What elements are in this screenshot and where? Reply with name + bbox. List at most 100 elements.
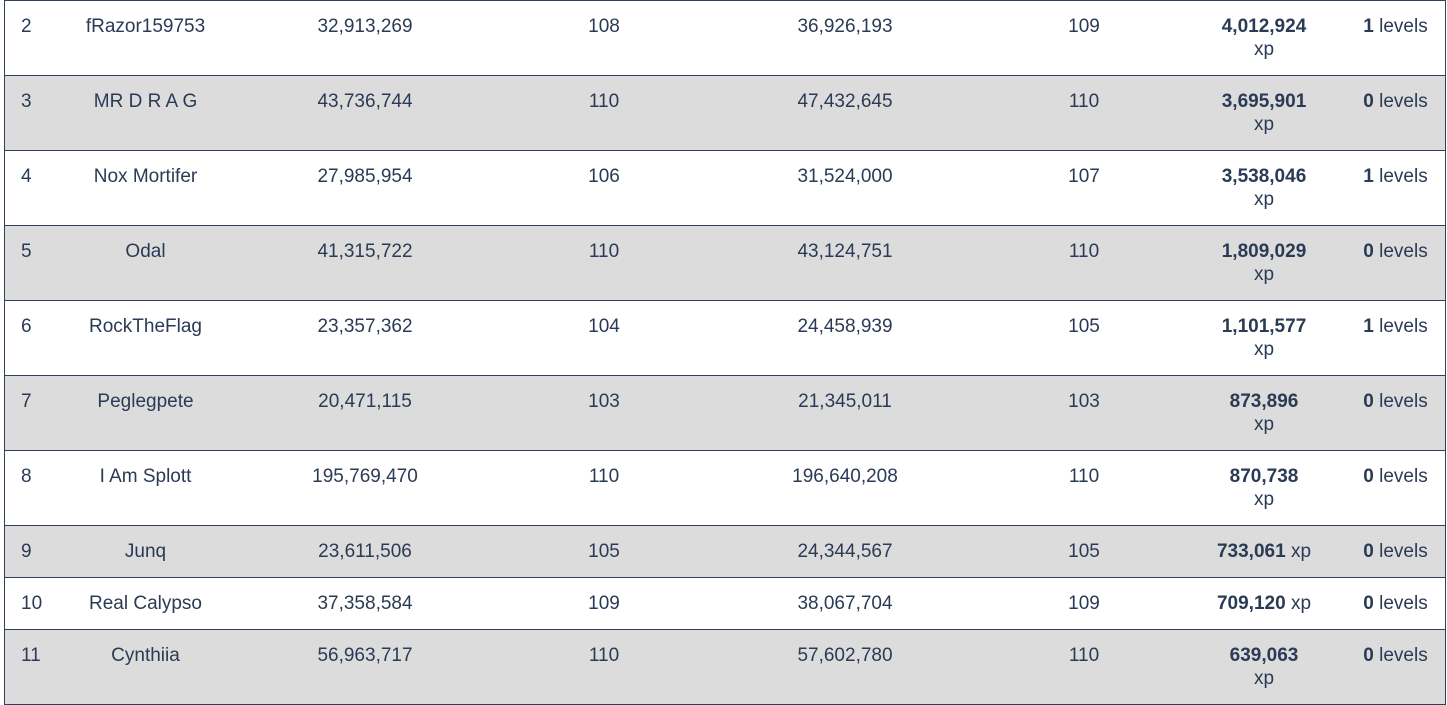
xp-start-cell: 43,736,744 [317,91,413,112]
level-end-cell: 110 [1068,645,1100,666]
xp-end-cell: 38,067,704 [797,593,893,614]
xp-gain-cell: 1,101,577 xp [1182,301,1346,376]
level-gain-unit: levels [1379,466,1428,487]
level-gain-value: 1 [1363,16,1374,37]
level-gain-value: 0 [1363,241,1374,262]
xp-end-cell: 24,458,939 [797,316,893,337]
level-end-cell: 109 [1068,593,1100,614]
xp-start-cell: 37,358,584 [317,593,413,614]
level-gain-cell: 1 levels [1346,151,1445,226]
level-gain-cell: 0 levels [1346,376,1445,451]
level-gain-cell: 0 levels [1346,451,1445,526]
level-gain-cell: 0 levels [1346,76,1445,151]
level-gain-unit: levels [1379,391,1428,412]
player-name-cell: Nox Mortifer [93,166,198,187]
table-row: 6 RockTheFlag 23,357,362 104 24,458,939 105 1,… [5,300,1445,376]
level-gain-cell: 0 levels [1346,526,1445,578]
xp-gain-cell: 3,695,901 xp [1182,76,1346,151]
level-end-cell: 103 [1068,391,1100,412]
xp-gain-unit: xp [1290,541,1312,562]
leaderboard-rows: 2 fRazor159753 32,913,269 108 36,926,193 109 4… [5,0,1445,705]
level-end-cell: 110 [1068,91,1100,112]
level-gain-value: 1 [1363,316,1374,337]
player-name-cell: MR D R A G [93,91,198,112]
level-end-cell: 105 [1068,541,1100,562]
xp-gain-cell: 1,809,029 xp [1182,226,1346,301]
xp-end-cell: 24,344,567 [797,541,893,562]
rank-cell: 4 [21,166,32,187]
level-start-cell: 105 [588,541,620,562]
level-gain-cell: 1 levels [1346,301,1445,376]
xp-gain-value: 1,809,029 [1221,241,1307,262]
level-gain-value: 0 [1363,91,1374,112]
table-row: 7 Peglegpete 20,471,115 103 21,345,011 103 873… [5,375,1445,451]
level-gain-cell: 0 levels [1346,630,1445,705]
xp-gain-value: 1,101,577 [1221,316,1307,337]
xp-gain-value: 709,120 [1216,593,1286,614]
xp-start-cell: 56,963,717 [317,645,413,666]
rank-cell: 11 [21,645,41,666]
xp-end-cell: 31,524,000 [797,166,893,187]
table-row: 11 Cynthiia 56,963,717 110 57,602,780 110 639,… [5,629,1445,705]
xp-end-cell: 21,345,011 [798,391,892,412]
table-row: 9 Junq 23,611,506 105 24,344,567 105 733,061 x… [5,525,1445,578]
level-start-cell: 110 [588,466,620,487]
xp-gain-unit: xp [1253,414,1275,435]
leaderboard-table: 2 fRazor159753 32,913,269 108 36,926,193 109 4… [5,0,1445,705]
player-name-cell: RockTheFlag [89,316,202,337]
player-name-cell: Peglegpete [97,391,194,412]
xp-gain-cell: 733,061 xp [1182,526,1346,578]
level-gain-value: 0 [1363,645,1374,666]
level-start-cell: 104 [588,316,620,337]
xp-gain-value: 639,063 [1229,645,1299,666]
xp-end-cell: 47,432,645 [797,91,893,112]
xp-start-cell: 20,471,115 [318,391,412,412]
rank-cell: 7 [21,391,32,412]
level-end-cell: 110 [1068,241,1100,262]
level-gain-unit: levels [1379,166,1428,187]
player-name-cell: Cynthiia [111,645,180,666]
level-end-cell: 105 [1068,316,1100,337]
level-gain-unit: levels [1379,16,1428,37]
xp-gain-cell: 709,120 xp [1182,578,1346,630]
table-row: 3 MR D R A G 43,736,744 110 47,432,645 110 3,6… [5,75,1445,151]
player-name-cell: I Am Splott [99,466,192,487]
xp-start-cell: 41,315,722 [317,241,413,262]
xp-start-cell: 23,611,506 [318,541,412,562]
level-gain-unit: levels [1379,241,1428,262]
level-start-cell: 106 [588,166,620,187]
rank-cell: 2 [21,16,32,37]
level-gain-value: 1 [1363,166,1374,187]
level-gain-unit: levels [1379,645,1428,666]
level-gain-value: 0 [1363,391,1374,412]
xp-gain-unit: xp [1253,39,1275,60]
table-row: 4 Nox Mortifer 27,985,954 106 31,524,000 107 3… [5,150,1445,226]
xp-gain-value: 3,538,046 [1221,166,1307,187]
level-gain-value: 0 [1363,541,1374,562]
player-name-cell: Junq [124,541,167,562]
xp-start-cell: 23,357,362 [317,316,413,337]
table-row: 5 Odal 41,315,722 110 43,124,751 110 1,809,029… [5,225,1445,301]
table-row: 2 fRazor159753 32,913,269 108 36,926,193 109 4… [5,0,1445,76]
xp-start-cell: 195,769,470 [312,466,418,487]
level-end-cell: 107 [1068,166,1100,187]
level-gain-unit: levels [1379,91,1428,112]
xp-end-cell: 196,640,208 [792,466,898,487]
level-gain-cell: 1 levels [1346,1,1445,76]
xp-gain-value: 870,738 [1229,466,1299,487]
xp-gain-unit: xp [1290,593,1312,614]
level-start-cell: 109 [588,593,620,614]
rank-cell: 8 [21,466,32,487]
leaderboard-table-container: 2 fRazor159753 32,913,269 108 36,926,193 109 4… [4,0,1446,705]
xp-gain-value: 4,012,924 [1221,16,1307,37]
level-start-cell: 110 [588,91,620,112]
level-start-cell: 103 [588,391,620,412]
xp-gain-unit: xp [1253,668,1275,689]
table-row: 8 I Am Splott 195,769,470 110 196,640,208 110… [5,450,1445,526]
table-row: 10 Real Calypso 37,358,584 109 38,067,704 109… [5,577,1445,630]
level-gain-value: 0 [1363,593,1374,614]
xp-gain-value: 733,061 [1216,541,1286,562]
xp-gain-unit: xp [1253,264,1275,285]
xp-gain-unit: xp [1253,114,1275,135]
xp-gain-cell: 873,896 xp [1182,376,1346,451]
